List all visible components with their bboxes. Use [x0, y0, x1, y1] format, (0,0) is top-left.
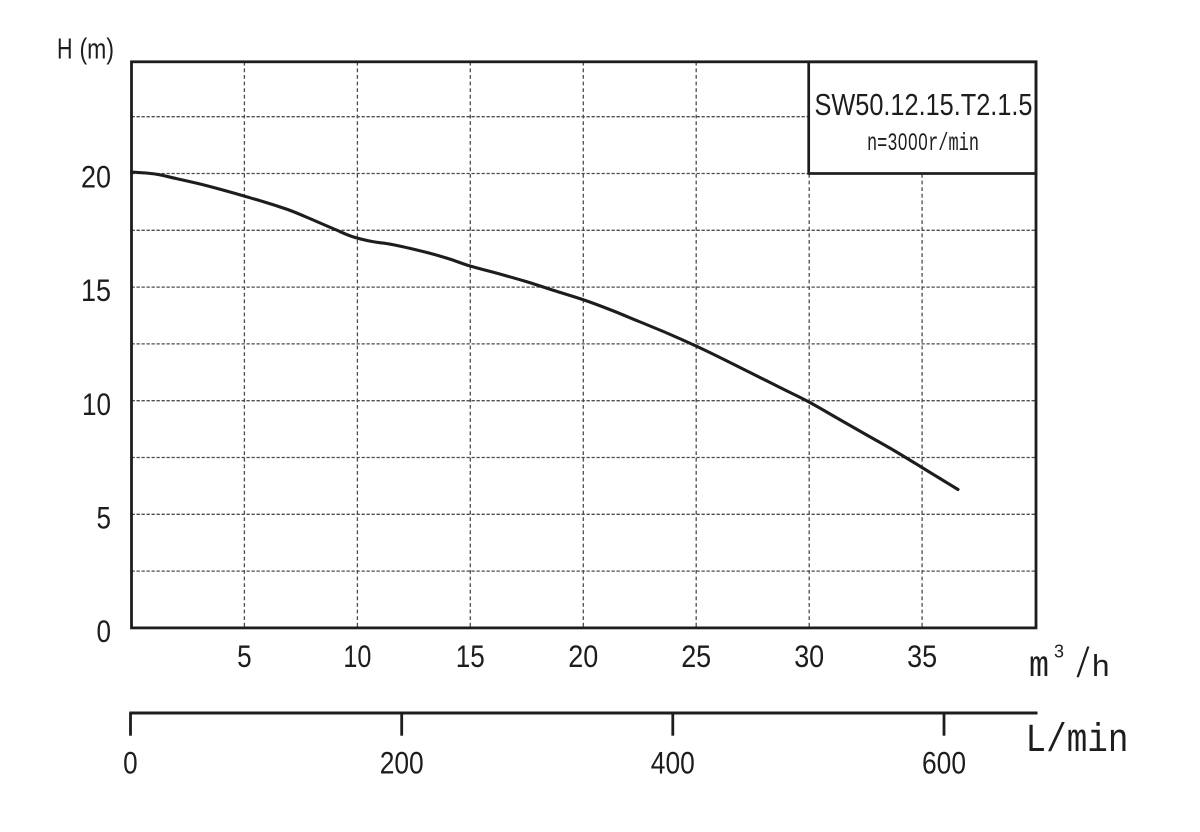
svg-text:0: 0 [123, 745, 138, 781]
svg-text:0: 0 [97, 613, 112, 649]
svg-text:35: 35 [907, 638, 937, 674]
svg-text:25: 25 [681, 638, 711, 674]
svg-text:10: 10 [82, 386, 111, 422]
svg-text:400: 400 [651, 745, 695, 781]
svg-text:200: 200 [380, 745, 424, 781]
svg-text:15: 15 [456, 638, 485, 674]
svg-text:/: / [1075, 642, 1091, 690]
svg-text:(m): (m) [80, 34, 115, 66]
svg-text:5: 5 [237, 638, 252, 674]
svg-text:h: h [1092, 648, 1110, 683]
svg-text:20: 20 [568, 638, 598, 674]
svg-text:10: 10 [343, 638, 371, 674]
svg-text:H: H [57, 34, 73, 66]
svg-text:600: 600 [922, 745, 966, 781]
svg-text:L/min: L/min [1026, 719, 1129, 764]
svg-text:15: 15 [81, 272, 111, 308]
svg-text:30: 30 [794, 638, 824, 674]
svg-text:3: 3 [1054, 642, 1064, 662]
svg-text:20: 20 [81, 159, 111, 195]
svg-text:5: 5 [97, 499, 112, 535]
svg-text:SW50.12.15.T2.1.5: SW50.12.15.T2.1.5 [815, 88, 1033, 122]
svg-text:m: m [1029, 646, 1049, 688]
